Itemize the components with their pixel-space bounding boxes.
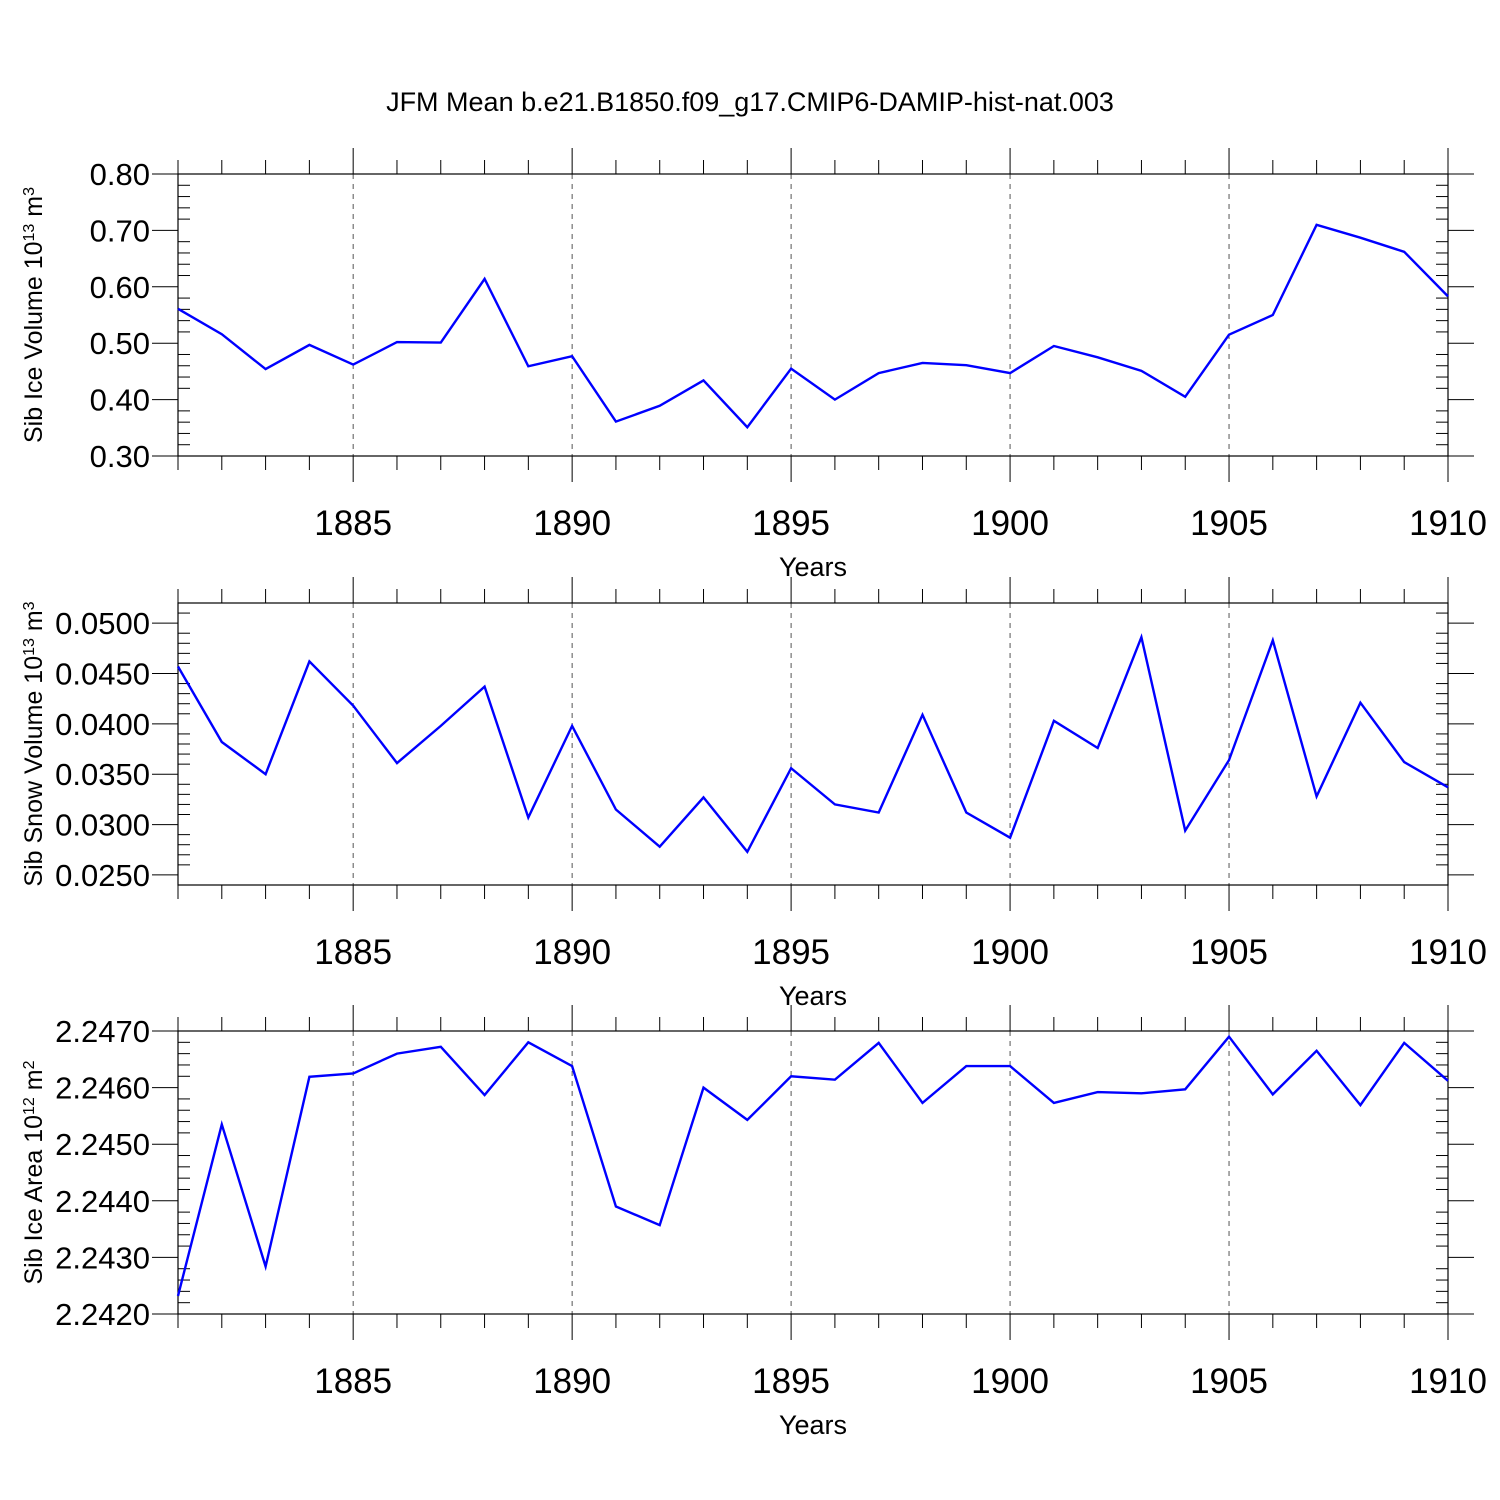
y-axis-label-superscript: 12	[21, 1097, 38, 1115]
series-line	[176, 1034, 1449, 1297]
x-tick-label: 1900	[971, 1362, 1049, 1401]
y-tick-label: 2.2460	[55, 1071, 150, 1106]
y-axis-label-superscript: 13	[21, 224, 38, 242]
panels: 0.30 0.40 0.50 0.60 0.70 0.80 1885 1890 1895 1900…	[20, 148, 1487, 1440]
x-tick-label: 1890	[533, 1362, 611, 1401]
x-tick-label: 1900	[971, 933, 1049, 972]
y-axis-label-text: Sib Ice Area 10	[20, 1115, 48, 1285]
x-tick-label: 1890	[533, 504, 611, 543]
y-axis-label-text: m	[20, 1069, 48, 1097]
panel-2: 0.0250 0.0300 0.0350 0.0400 0.0450 0.0500 1885…	[20, 577, 1487, 1011]
plot-frame	[177, 602, 1449, 886]
y-axis-label-text: m	[20, 610, 48, 638]
y-axis-label-superscript: 13	[21, 638, 38, 656]
y-axis-label-superscript: 2	[21, 1060, 38, 1069]
plot-frame	[177, 173, 1449, 457]
y-tick-label: 0.0450	[55, 657, 150, 692]
x-tick-label: 1895	[752, 933, 830, 972]
x-tick-label: 1895	[752, 1362, 830, 1401]
x-tick-label: 1885	[314, 504, 392, 543]
plot-frame	[177, 1030, 1449, 1315]
y-tick-label: 0.80	[90, 157, 150, 192]
y-tick-label: 0.30	[90, 439, 150, 474]
series-line	[177, 223, 1449, 430]
y-tick-label: 0.0400	[55, 707, 150, 742]
x-tick-label: 1905	[1190, 933, 1268, 972]
y-tick-label: 0.50	[90, 326, 150, 361]
y-tick-label: 0.0500	[55, 606, 150, 641]
x-tick-label: 1905	[1190, 1362, 1268, 1401]
series-line	[176, 633, 1449, 854]
x-tick-label: 1890	[533, 933, 611, 972]
y-tick-label: 2.2430	[55, 1240, 150, 1275]
x-tick-label: 1885	[314, 1362, 392, 1401]
y-axis-label: Sib Snow Volume 1013 m3	[20, 601, 48, 886]
y-axis-label: Sib Ice Area 1012 m2	[20, 1060, 48, 1284]
x-axis-label: Years	[779, 981, 847, 1011]
x-axis-label: Years	[779, 552, 847, 582]
y-tick-label: 2.2440	[55, 1184, 150, 1219]
y-tick-label: 0.0350	[55, 757, 150, 792]
x-tick-label: 1895	[752, 504, 830, 543]
y-tick-label: 0.40	[90, 383, 150, 418]
y-tick-label: 2.2470	[55, 1014, 150, 1049]
y-axis-label: Sib Ice Volume 1013 m3	[20, 187, 48, 443]
y-tick-label: 2.2420	[55, 1297, 150, 1332]
panel-1: 0.30 0.40 0.50 0.60 0.70 0.80 1885 1890 1895 1900…	[20, 148, 1487, 582]
x-tick-label: 1885	[314, 933, 392, 972]
panel-3: 2.2420 2.2430 2.2440 2.2450 2.2460 2.2470 1885…	[20, 1005, 1487, 1440]
y-axis-label-text: Sib Snow Volume 10	[20, 656, 48, 887]
y-tick-label: 0.60	[90, 270, 150, 305]
x-axis-label: Years	[779, 1410, 847, 1440]
y-axis-label-text: Sib Ice Volume 10	[20, 241, 48, 443]
y-tick-label: 0.70	[90, 213, 150, 248]
y-axis-label-text: m	[20, 196, 48, 224]
x-tick-label: 1910	[1409, 504, 1487, 543]
x-tick-label: 1910	[1409, 933, 1487, 972]
y-axis-label-superscript: 3	[21, 187, 38, 196]
x-tick-label: 1910	[1409, 1362, 1487, 1401]
y-tick-label: 2.2450	[55, 1127, 150, 1162]
y-axis-label-superscript: 3	[21, 601, 38, 610]
y-tick-label: 0.0250	[55, 858, 150, 893]
x-tick-label: 1905	[1190, 504, 1268, 543]
x-tick-label: 1900	[971, 504, 1049, 543]
chart-title: JFM Mean b.e21.B1850.f09_g17.CMIP6-DAMIP…	[386, 87, 1114, 117]
y-tick-label: 0.0300	[55, 808, 150, 843]
